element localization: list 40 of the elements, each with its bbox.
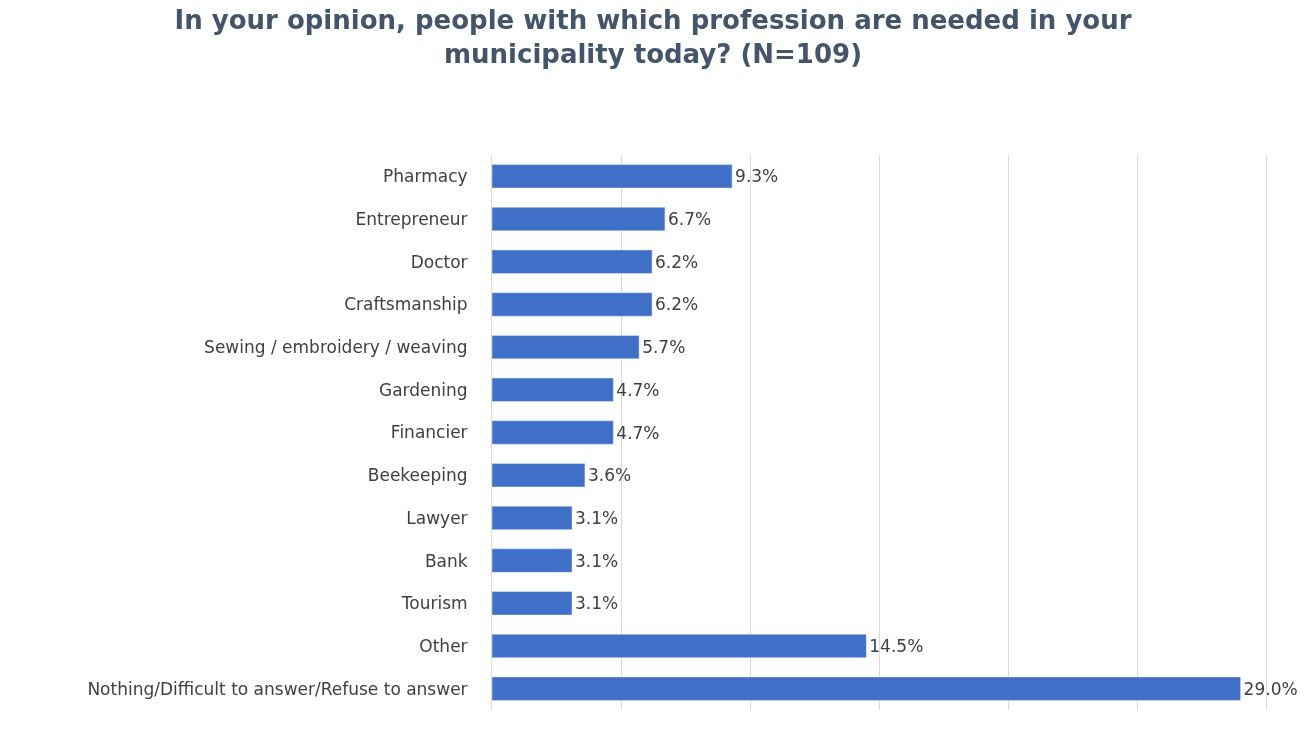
bar — [492, 249, 653, 274]
bar — [492, 505, 573, 530]
bar — [492, 377, 614, 402]
data-label: 6.7% — [667, 209, 712, 230]
data-label: 6.2% — [655, 251, 699, 272]
data-label: 3.1% — [575, 593, 619, 614]
bar — [492, 335, 640, 360]
y-tick-label: Beekeeping — [367, 465, 468, 486]
bar — [492, 463, 586, 488]
bar — [492, 591, 573, 616]
y-tick-label: Craftsmanship — [344, 294, 468, 315]
data-label: 6.2% — [655, 294, 699, 315]
data-label: 14.5% — [869, 635, 924, 656]
data-label: 29.0% — [1243, 678, 1298, 699]
y-tick-label: Entrepreneur — [355, 208, 468, 229]
bar — [492, 548, 573, 573]
bar — [492, 420, 614, 445]
y-tick-label: Gardening — [378, 379, 468, 400]
y-tick-label: Sewing / embroidery / weaving — [204, 337, 468, 358]
y-tick-label: Lawyer — [406, 507, 468, 528]
data-label: 4.7% — [616, 422, 660, 443]
data-label: 4.7% — [616, 379, 660, 400]
data-label: 5.7% — [642, 337, 686, 358]
y-tick-label: Financier — [390, 422, 468, 443]
bar — [492, 633, 867, 658]
bar — [492, 292, 653, 317]
bar — [492, 676, 1241, 701]
y-tick-label: Bank — [424, 550, 468, 571]
data-label: 3.1% — [575, 507, 619, 528]
data-label: 3.6% — [587, 465, 632, 486]
y-tick-label: Doctor — [410, 251, 468, 272]
y-tick-label: Other — [419, 635, 468, 656]
y-tick-label: Pharmacy — [383, 166, 468, 187]
chart-title: In your opinion, people with which profession are needed in your municipality today? (N=109) — [174, 5, 1132, 70]
data-label: 9.3% — [735, 166, 779, 187]
bar — [492, 164, 733, 189]
y-tick-label: Tourism — [400, 593, 468, 614]
y-tick-label: Nothing/Difficult to answer/Refuse to answer — [87, 678, 468, 699]
bar — [492, 207, 666, 232]
data-label: 3.1% — [575, 550, 619, 571]
